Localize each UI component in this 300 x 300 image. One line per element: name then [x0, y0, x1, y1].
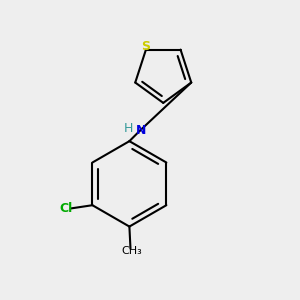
- Text: H: H: [124, 122, 133, 135]
- Text: CH₃: CH₃: [122, 246, 142, 256]
- Text: S: S: [141, 40, 150, 52]
- Text: N: N: [136, 124, 146, 137]
- Text: Cl: Cl: [59, 202, 73, 215]
